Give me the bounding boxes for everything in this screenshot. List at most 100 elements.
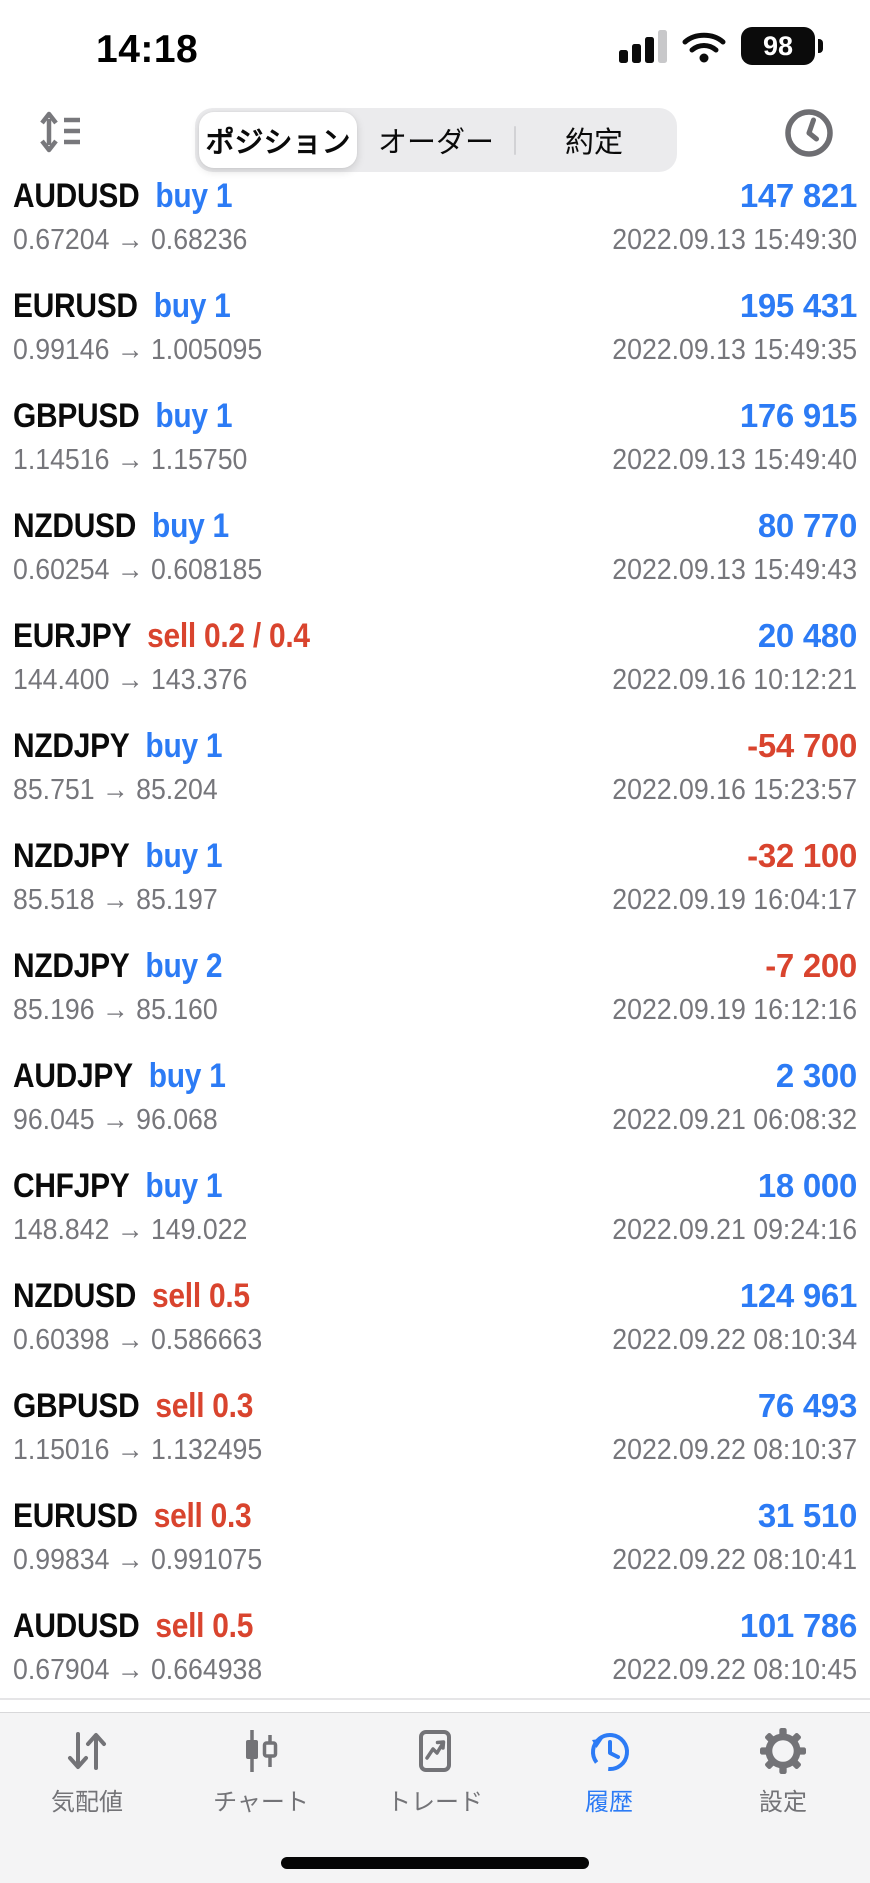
trade-prices: 0.60398 → 0.586663: [13, 1324, 263, 1356]
trade-side-volume: buy 1: [144, 507, 229, 545]
trade-prices: 0.60254 → 0.608185: [13, 554, 263, 586]
trade-list-item[interactable]: NZDJPY buy 1 -32 100 85.518 → 85.197 202…: [0, 832, 870, 942]
trade-title: EURUSD sell 0.3: [13, 1497, 252, 1536]
trade-profit: 2 300: [775, 1057, 857, 1094]
tab-履歴[interactable]: 履歴: [522, 1728, 696, 1817]
trade-symbol: NZDJPY: [13, 727, 130, 765]
trade-profit: 80 770: [757, 507, 857, 544]
trade-history-list[interactable]: AUDUSD buy 1 147 821 0.67204 → 0.68236 2…: [0, 182, 870, 1712]
trade-prices: 0.99834 → 0.991075: [13, 1544, 263, 1576]
wifi-icon: [682, 30, 726, 63]
tab-label: 設定: [759, 1789, 807, 1816]
trade-title: AUDUSD buy 1: [13, 182, 232, 216]
trade-list-item[interactable]: NZDJPY buy 2 -7 200 85.196 → 85.160 2022…: [0, 942, 870, 1052]
trade-symbol: AUDJPY: [13, 1057, 133, 1095]
trade-prices: 85.196 → 85.160: [13, 994, 218, 1026]
trade-profit: 124 961: [739, 1277, 857, 1314]
trade-close-time: 2022.09.22 08:10:41: [612, 1544, 857, 1576]
tab-チャート[interactable]: チャート: [174, 1728, 348, 1817]
trade-side-volume: buy 2: [137, 947, 223, 985]
trade-profit: 31 510: [757, 1497, 857, 1534]
trade-close-time: 2022.09.22 08:10:34: [612, 1324, 857, 1356]
trade-symbol: NZDJPY: [13, 947, 130, 985]
trade-list-item[interactable]: NZDUSD sell 0.5 124 961 0.60398 → 0.5866…: [0, 1272, 870, 1382]
trade-title: GBPUSD buy 1: [13, 397, 232, 436]
trade-symbol: GBPUSD: [13, 397, 140, 435]
status-icons: 98: [619, 24, 823, 68]
home-indicator[interactable]: [281, 1857, 589, 1869]
segment-orders[interactable]: オーダー: [377, 127, 494, 159]
tab-気配値[interactable]: 気配値: [0, 1728, 174, 1817]
trade-list-item[interactable]: EURUSD buy 1 195 431 0.99146 → 1.005095 …: [0, 282, 870, 392]
battery-percent: 98: [762, 30, 794, 61]
trade-close-time: 2022.09.22 08:10:45: [612, 1654, 857, 1686]
trade-prices: 0.99146 → 1.005095: [13, 334, 263, 366]
trade-side-volume: sell 0.2 / 0.4: [139, 617, 310, 655]
trade-prices: 0.67204 → 0.68236: [13, 224, 248, 256]
trade-prices: 144.400 → 143.376: [13, 664, 248, 696]
trade-profit: 195 431: [739, 287, 857, 324]
trade-profit: 76 493: [757, 1387, 857, 1424]
trade-list-item[interactable]: GBPUSD sell 0.3 76 493 1.15016 → 1.13249…: [0, 1382, 870, 1492]
tab-label: 履歴: [585, 1789, 633, 1816]
history-clock-icon: [585, 1728, 633, 1774]
trade-close-time: 2022.09.13 15:49:40: [612, 444, 857, 476]
trade-side-volume: sell 0.5: [144, 1277, 250, 1315]
trade-close-time: 2022.09.21 09:24:16: [612, 1214, 857, 1246]
trade-profit: 176 915: [739, 397, 857, 434]
tab-設定[interactable]: 設定: [696, 1728, 870, 1817]
trade-title: EURJPY sell 0.2 / 0.4: [13, 617, 310, 656]
status-time: 14:18: [96, 28, 199, 71]
trade-prices: 96.045 → 96.068: [13, 1104, 218, 1136]
trade-side-volume: buy 1: [147, 182, 233, 215]
trade-close-time: 2022.09.19 16:04:17: [612, 884, 857, 916]
trade-profit: -7 200: [765, 947, 857, 984]
trade-side-volume: buy 1: [137, 1167, 223, 1205]
battery-indicator: 98: [741, 27, 823, 65]
trade-symbol: GBPUSD: [13, 1387, 140, 1425]
trade-list-item[interactable]: AUDUSD sell 0.5 101 786 0.67904 → 0.6649…: [0, 1602, 870, 1712]
settings-gear-icon: [760, 1728, 806, 1774]
trade-list-item[interactable]: EURJPY sell 0.2 / 0.4 20 480 144.400 → 1…: [0, 612, 870, 722]
trade-symbol: AUDUSD: [13, 1607, 140, 1645]
trade-symbol: NZDJPY: [13, 837, 130, 875]
trade-profit: -32 100: [747, 837, 857, 874]
trade-title: AUDUSD sell 0.5: [13, 1607, 253, 1646]
status-bar: 14:18 98: [0, 0, 870, 84]
trade-list-item[interactable]: NZDUSD buy 1 80 770 0.60254 → 0.608185 2…: [0, 502, 870, 612]
trade-side-volume: buy 1: [137, 837, 223, 875]
trade-close-time: 2022.09.13 15:49:35: [612, 334, 857, 366]
trade-side-volume: sell 0.5: [147, 1607, 254, 1645]
tab-トレード[interactable]: トレード: [348, 1728, 522, 1817]
trade-list-item[interactable]: EURUSD sell 0.3 31 510 0.99834 → 0.99107…: [0, 1492, 870, 1602]
trade-symbol: EURUSD: [13, 287, 138, 325]
trade-prices: 148.842 → 149.022: [13, 1214, 248, 1246]
trade-side-volume: buy 1: [145, 287, 231, 325]
trade-list-item[interactable]: NZDJPY buy 1 -54 700 85.751 → 85.204 202…: [0, 722, 870, 832]
clock-icon[interactable]: [782, 106, 836, 160]
quotes-arrows-icon: [63, 1728, 111, 1774]
trade-list-item[interactable]: AUDUSD buy 1 147 821 0.67204 → 0.68236 2…: [0, 182, 870, 282]
candlestick-chart-icon: [238, 1728, 284, 1774]
trade-close-time: 2022.09.22 08:10:37: [612, 1434, 857, 1466]
trade-symbol: EURJPY: [13, 617, 132, 655]
trade-side-volume: buy 1: [140, 1057, 226, 1095]
trade-symbol: AUDUSD: [13, 182, 140, 215]
trade-close-time: 2022.09.16 15:23:57: [612, 774, 857, 806]
trade-symbol: NZDUSD: [13, 507, 137, 545]
sort-list-icon[interactable]: [38, 110, 82, 154]
trade-list-item[interactable]: AUDJPY buy 1 2 300 96.045 → 96.068 2022.…: [0, 1052, 870, 1162]
trade-list-item[interactable]: CHFJPY buy 1 18 000 148.842 → 149.022 20…: [0, 1162, 870, 1272]
trade-symbol: NZDUSD: [13, 1277, 137, 1315]
tab-label: トレード: [387, 1789, 483, 1816]
trade-side-volume: sell 0.3: [147, 1387, 254, 1425]
trade-list-item[interactable]: GBPUSD buy 1 176 915 1.14516 → 1.15750 2…: [0, 392, 870, 502]
trade-symbol: EURUSD: [13, 1497, 138, 1535]
trade-side-volume: buy 1: [137, 727, 223, 765]
trade-title: NZDJPY buy 2: [13, 947, 223, 986]
segment-positions[interactable]: ポジション: [199, 112, 357, 168]
trade-prices: 85.518 → 85.197: [13, 884, 218, 916]
trade-prices: 0.67904 → 0.664938: [13, 1654, 263, 1686]
segment-deals[interactable]: 約定: [514, 112, 673, 168]
trade-title: GBPUSD sell 0.3: [13, 1387, 253, 1426]
